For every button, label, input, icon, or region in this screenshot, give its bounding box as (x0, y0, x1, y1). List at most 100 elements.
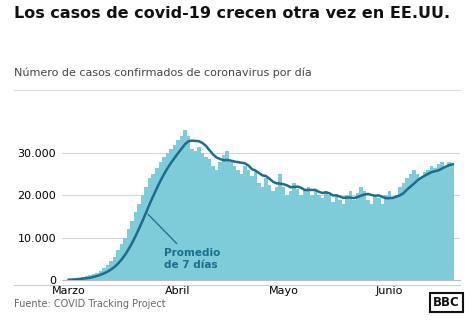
Bar (292, 183, 296, 280)
Bar (335, 195, 338, 280)
Bar (204, 157, 208, 280)
Bar (359, 187, 363, 280)
Bar (349, 191, 352, 280)
Bar (194, 151, 197, 280)
Bar (162, 157, 165, 280)
Bar (433, 168, 437, 280)
Bar (423, 172, 426, 280)
Bar (222, 155, 226, 280)
Bar (370, 204, 374, 280)
Bar (314, 191, 317, 280)
Bar (95, 272, 99, 280)
Bar (384, 195, 388, 280)
Bar (201, 153, 204, 280)
Text: Fuente: COVID Tracking Project: Fuente: COVID Tracking Project (14, 299, 166, 309)
Bar (173, 145, 176, 280)
Bar (190, 149, 194, 280)
Bar (116, 251, 120, 280)
Bar (130, 221, 134, 280)
Bar (165, 153, 169, 280)
Text: Los casos de covid-19 crecen otra vez en EE.UU.: Los casos de covid-19 crecen otra vez en… (14, 6, 450, 22)
Bar (113, 257, 116, 280)
Bar (264, 178, 268, 280)
Bar (405, 178, 409, 280)
Bar (187, 136, 190, 280)
Bar (307, 187, 310, 280)
Bar (120, 244, 123, 280)
Bar (208, 159, 211, 280)
Bar (401, 183, 405, 280)
Bar (342, 204, 345, 280)
Bar (81, 277, 84, 280)
Bar (377, 197, 381, 280)
Bar (374, 195, 377, 280)
Bar (176, 140, 180, 280)
Bar (430, 166, 433, 280)
Bar (84, 276, 88, 280)
Bar (331, 202, 335, 280)
Bar (102, 268, 106, 280)
Bar (363, 191, 366, 280)
Bar (296, 189, 300, 280)
Bar (356, 193, 359, 280)
Bar (137, 204, 141, 280)
Bar (261, 187, 264, 280)
Bar (317, 195, 320, 280)
Bar (215, 170, 219, 280)
Bar (219, 162, 222, 280)
Bar (246, 170, 250, 280)
Bar (257, 183, 261, 280)
Text: BBC: BBC (433, 296, 460, 309)
Bar (437, 164, 440, 280)
Bar (233, 166, 236, 280)
Bar (74, 279, 77, 280)
Bar (328, 195, 331, 280)
Bar (303, 189, 307, 280)
Bar (183, 130, 187, 280)
Bar (77, 278, 81, 280)
Bar (91, 274, 95, 280)
Bar (88, 275, 91, 280)
Bar (278, 174, 282, 280)
Bar (419, 178, 423, 280)
Bar (197, 147, 201, 280)
Bar (243, 166, 246, 280)
Bar (169, 149, 173, 280)
Bar (123, 238, 127, 280)
Bar (271, 191, 275, 280)
Bar (416, 174, 419, 280)
Bar (426, 170, 430, 280)
Text: Promedio
de 7 días: Promedio de 7 días (148, 214, 220, 270)
Bar (106, 265, 109, 280)
Bar (158, 162, 162, 280)
Bar (310, 195, 314, 280)
Bar (324, 191, 328, 280)
Bar (239, 174, 243, 280)
Bar (451, 164, 455, 280)
Bar (289, 191, 292, 280)
Bar (388, 191, 391, 280)
Bar (268, 185, 271, 280)
Bar (447, 162, 451, 280)
Bar (391, 197, 394, 280)
Bar (226, 151, 229, 280)
Bar (141, 195, 145, 280)
Bar (180, 136, 183, 280)
Bar (398, 187, 401, 280)
Text: Número de casos confirmados de coronavirus por día: Número de casos confirmados de coronavir… (14, 68, 312, 78)
Bar (134, 212, 137, 280)
Bar (444, 166, 447, 280)
Bar (381, 204, 384, 280)
Bar (300, 195, 303, 280)
Bar (229, 162, 233, 280)
Bar (254, 172, 257, 280)
Bar (109, 261, 113, 280)
Bar (145, 187, 148, 280)
Bar (366, 200, 370, 280)
Bar (282, 187, 285, 280)
Bar (394, 195, 398, 280)
Bar (99, 271, 102, 280)
Bar (285, 195, 289, 280)
Bar (352, 200, 356, 280)
Bar (275, 187, 278, 280)
